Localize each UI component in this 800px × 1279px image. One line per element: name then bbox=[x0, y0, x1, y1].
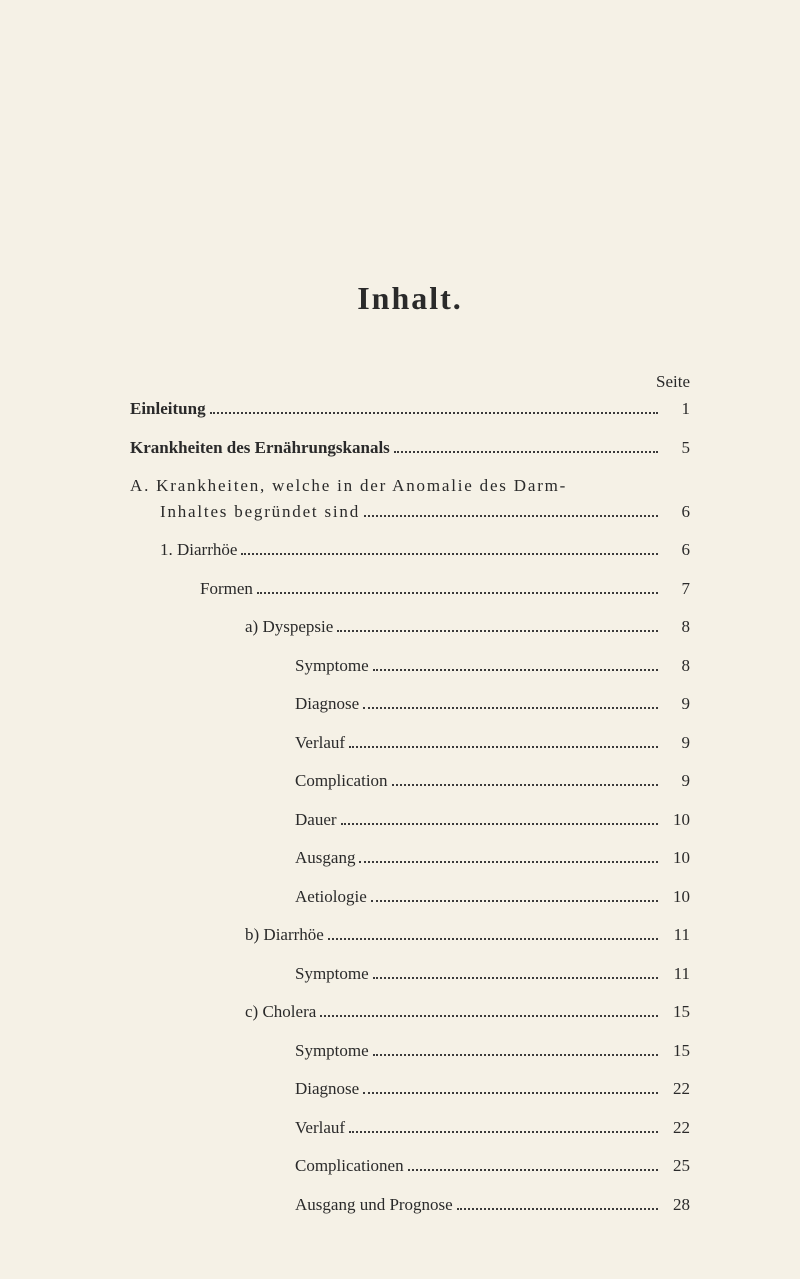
toc-label: Symptome bbox=[295, 1038, 369, 1064]
toc-page-number: 15 bbox=[662, 999, 690, 1025]
toc-label: Verlauf bbox=[295, 1115, 345, 1141]
toc-page-number: 15 bbox=[662, 1038, 690, 1064]
toc-page-number: 6 bbox=[662, 499, 690, 525]
toc-leader-dots bbox=[337, 630, 658, 632]
toc-label: b) Diarrhöe bbox=[245, 922, 324, 948]
toc-label: Verlauf bbox=[295, 730, 345, 756]
toc-label: Diagnose bbox=[295, 1076, 359, 1102]
toc-page-number: 9 bbox=[662, 768, 690, 794]
toc-page-number: 25 bbox=[662, 1153, 690, 1179]
toc-entry: a) Dyspepsie 8 bbox=[130, 614, 690, 640]
toc-page-number: 6 bbox=[662, 537, 690, 563]
toc-label: Complicationen bbox=[295, 1153, 404, 1179]
toc-label: Complication bbox=[295, 768, 388, 794]
toc-entry: 1. Diarrhöe 6 bbox=[130, 537, 690, 563]
toc-label: Aetiologie bbox=[295, 884, 367, 910]
toc-leader-dots bbox=[364, 515, 658, 517]
toc-leader-dots bbox=[457, 1208, 658, 1210]
toc-page-number: 28 bbox=[662, 1192, 690, 1218]
toc-leader-dots bbox=[349, 1131, 658, 1133]
toc-page-number: 9 bbox=[662, 730, 690, 756]
toc-page-number: 10 bbox=[662, 807, 690, 833]
toc-label: Symptome bbox=[295, 961, 369, 987]
toc-label: Dauer bbox=[295, 807, 337, 833]
toc-label: Symptome bbox=[295, 653, 369, 679]
toc-entry: c) Cholera 15 bbox=[130, 999, 690, 1025]
toc-label: Inhaltes begründet sind bbox=[160, 499, 360, 525]
toc-leader-dots bbox=[373, 1054, 658, 1056]
toc-leader-dots bbox=[363, 707, 658, 709]
toc-entry: Formen 7 bbox=[130, 576, 690, 602]
toc-label: Diagnose bbox=[295, 691, 359, 717]
toc-label: Einleitung bbox=[130, 396, 206, 422]
toc-page-number: 10 bbox=[662, 845, 690, 871]
toc-container: Einleitung 1 Krankheiten des Ernährungskan… bbox=[130, 396, 690, 1217]
toc-entry: Einleitung 1 bbox=[130, 396, 690, 422]
page-heading: Inhalt. bbox=[130, 280, 690, 317]
toc-entry: Complication 9 bbox=[130, 768, 690, 794]
toc-entry: Ausgang 10 bbox=[130, 845, 690, 871]
toc-leader-dots bbox=[349, 746, 658, 748]
toc-entry: Diagnose 9 bbox=[130, 691, 690, 717]
toc-leader-dots bbox=[394, 451, 658, 453]
toc-leader-dots bbox=[210, 412, 658, 414]
toc-leader-dots bbox=[328, 938, 658, 940]
toc-entry: Symptome 11 bbox=[130, 961, 690, 987]
toc-entry: Complicationen 25 bbox=[130, 1153, 690, 1179]
toc-leader-dots bbox=[257, 592, 658, 594]
toc-entry: Symptome 15 bbox=[130, 1038, 690, 1064]
toc-leader-dots bbox=[373, 977, 658, 979]
toc-leader-dots bbox=[363, 1092, 658, 1094]
toc-label: Krankheiten des Ernährungskanals bbox=[130, 435, 390, 461]
toc-page-number: 9 bbox=[662, 691, 690, 717]
toc-label: a) Dyspepsie bbox=[245, 614, 333, 640]
toc-entry: A. Krankheiten, welche in der Anomalie d… bbox=[130, 473, 690, 524]
toc-page-number: 8 bbox=[662, 614, 690, 640]
toc-entry: Krankheiten des Ernährungskanals 5 bbox=[130, 435, 690, 461]
toc-entry: b) Diarrhöe 11 bbox=[130, 922, 690, 948]
toc-label: Formen bbox=[200, 576, 253, 602]
toc-entry: Diagnose 22 bbox=[130, 1076, 690, 1102]
toc-page-number: 11 bbox=[662, 922, 690, 948]
toc-leader-dots bbox=[371, 900, 658, 902]
toc-page-number: 22 bbox=[662, 1076, 690, 1102]
toc-page-number: 22 bbox=[662, 1115, 690, 1141]
toc-page-number: 8 bbox=[662, 653, 690, 679]
toc-page-number: 1 bbox=[662, 396, 690, 422]
toc-page-number: 7 bbox=[662, 576, 690, 602]
toc-label: 1. Diarrhöe bbox=[160, 537, 237, 563]
toc-leader-dots bbox=[408, 1169, 658, 1171]
toc-leader-dots bbox=[373, 669, 658, 671]
toc-leader-dots bbox=[359, 861, 658, 863]
toc-entry: Dauer 10 bbox=[130, 807, 690, 833]
toc-leader-dots bbox=[341, 823, 658, 825]
toc-leader-dots bbox=[392, 784, 658, 786]
toc-page-number: 11 bbox=[662, 961, 690, 987]
toc-label: Ausgang bbox=[295, 845, 355, 871]
toc-entry: Ausgang und Prognose 28 bbox=[130, 1192, 690, 1218]
toc-entry: Verlauf 22 bbox=[130, 1115, 690, 1141]
column-header: Seite bbox=[130, 372, 690, 392]
toc-entry: Verlauf 9 bbox=[130, 730, 690, 756]
toc-entry: Aetiologie 10 bbox=[130, 884, 690, 910]
toc-leader-dots bbox=[241, 553, 658, 555]
toc-leader-dots bbox=[320, 1015, 658, 1017]
toc-label: A. Krankheiten, welche in der Anomalie d… bbox=[130, 473, 690, 499]
toc-label: c) Cholera bbox=[245, 999, 316, 1025]
toc-page-number: 5 bbox=[662, 435, 690, 461]
toc-entry: Symptome 8 bbox=[130, 653, 690, 679]
toc-label: Ausgang und Prognose bbox=[295, 1192, 453, 1218]
toc-page-number: 10 bbox=[662, 884, 690, 910]
